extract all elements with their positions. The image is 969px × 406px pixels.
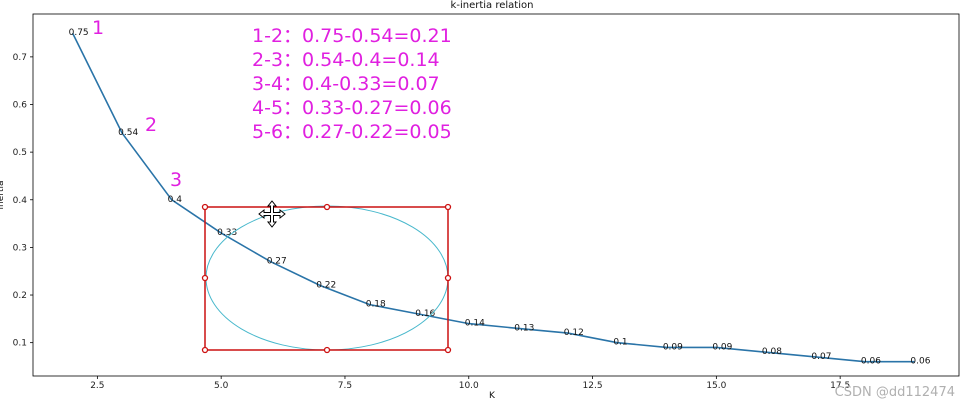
data-label: 0.09 xyxy=(663,342,683,352)
resize-handle-bottom[interactable] xyxy=(323,346,331,354)
difference-line-2: 2-3：0.54-0.4=0.14 xyxy=(252,49,440,71)
data-label: 0.75 xyxy=(69,28,89,38)
resize-handle-top[interactable] xyxy=(323,203,331,211)
x-tick-label: 12.5 xyxy=(583,381,603,391)
resize-handle-top-right[interactable] xyxy=(444,203,452,211)
difference-line-1: 1-2：0.75-0.54=0.21 xyxy=(252,25,452,47)
segment-number-2: 2 xyxy=(145,114,157,136)
data-label: 0.07 xyxy=(811,352,831,362)
data-label: 0.1 xyxy=(613,338,627,348)
difference-annotations: 1-2：0.75-0.54=0.21 2-3：0.54-0.4=0.14 3-4… xyxy=(252,25,452,143)
x-tick-label: 15.0 xyxy=(706,381,726,391)
data-label: 0.54 xyxy=(118,128,138,138)
data-label: 0.27 xyxy=(267,257,287,267)
segment-number-3: 3 xyxy=(170,169,182,191)
y-tick-label: 0.1 xyxy=(13,339,27,349)
data-label: 0.12 xyxy=(564,328,584,338)
x-tick-label: 17.5 xyxy=(830,381,850,391)
difference-line-3: 3-4：0.4-0.33=0.07 xyxy=(252,73,440,95)
watermark: CSDN @dd112474 xyxy=(835,385,955,400)
resize-handle-bottom-right[interactable] xyxy=(444,346,452,354)
y-tick-label: 0.7 xyxy=(13,53,27,63)
x-tick-label: 5.0 xyxy=(214,381,229,391)
move-cursor-icon xyxy=(258,200,286,228)
data-label: 0.22 xyxy=(316,281,336,291)
plot-frame xyxy=(32,13,960,377)
data-label: 0.08 xyxy=(762,347,782,357)
resize-handle-top-left[interactable] xyxy=(201,203,209,211)
data-label: 0.13 xyxy=(514,323,534,333)
y-tick-label: 0.4 xyxy=(13,196,28,206)
y-tick-label: 0.2 xyxy=(13,291,27,301)
data-label: 0.06 xyxy=(861,357,881,367)
data-label: 0.09 xyxy=(712,342,732,352)
x-tick-label: 10.0 xyxy=(459,381,479,391)
data-label: 0.14 xyxy=(465,319,485,329)
y-axis-label: inertia xyxy=(0,181,6,210)
data-labels: 0.750.540.40.330.270.220.180.160.14 0.13 0… xyxy=(69,28,931,367)
difference-line-4: 4-5：0.33-0.27=0.06 xyxy=(252,97,452,119)
data-label: 0.33 xyxy=(217,228,237,238)
data-label: 0.16 xyxy=(415,309,435,319)
selection-box[interactable] xyxy=(201,203,452,354)
data-label: 0.18 xyxy=(366,300,386,310)
resize-handle-bottom-left[interactable] xyxy=(201,346,209,354)
chart-title: k-inertia relation xyxy=(451,0,534,11)
segment-number-1: 1 xyxy=(92,17,104,39)
data-label: 0.4 xyxy=(168,195,183,205)
x-tick-label: 2.5 xyxy=(90,381,104,391)
x-axis-label: K xyxy=(489,391,496,401)
difference-line-5: 5-6：0.27-0.22=0.05 xyxy=(252,121,452,143)
series-line xyxy=(71,32,915,363)
x-axis: 2.5 5.0 7.5 10.0 12.5 15.0 17.5 xyxy=(90,376,850,391)
x-tick-label: 7.5 xyxy=(338,381,352,391)
data-label: 0.06 xyxy=(910,357,930,367)
y-tick-label: 0.3 xyxy=(13,243,27,253)
resize-handle-left[interactable] xyxy=(201,274,209,282)
ellipse-shape[interactable] xyxy=(205,205,449,351)
y-tick-label: 0.6 xyxy=(13,101,28,111)
y-tick-label: 0.5 xyxy=(13,148,27,158)
resize-handle-right[interactable] xyxy=(444,274,452,282)
y-axis: 0.1 0.2 0.3 0.4 0.5 0.6 0.7 xyxy=(13,53,33,349)
